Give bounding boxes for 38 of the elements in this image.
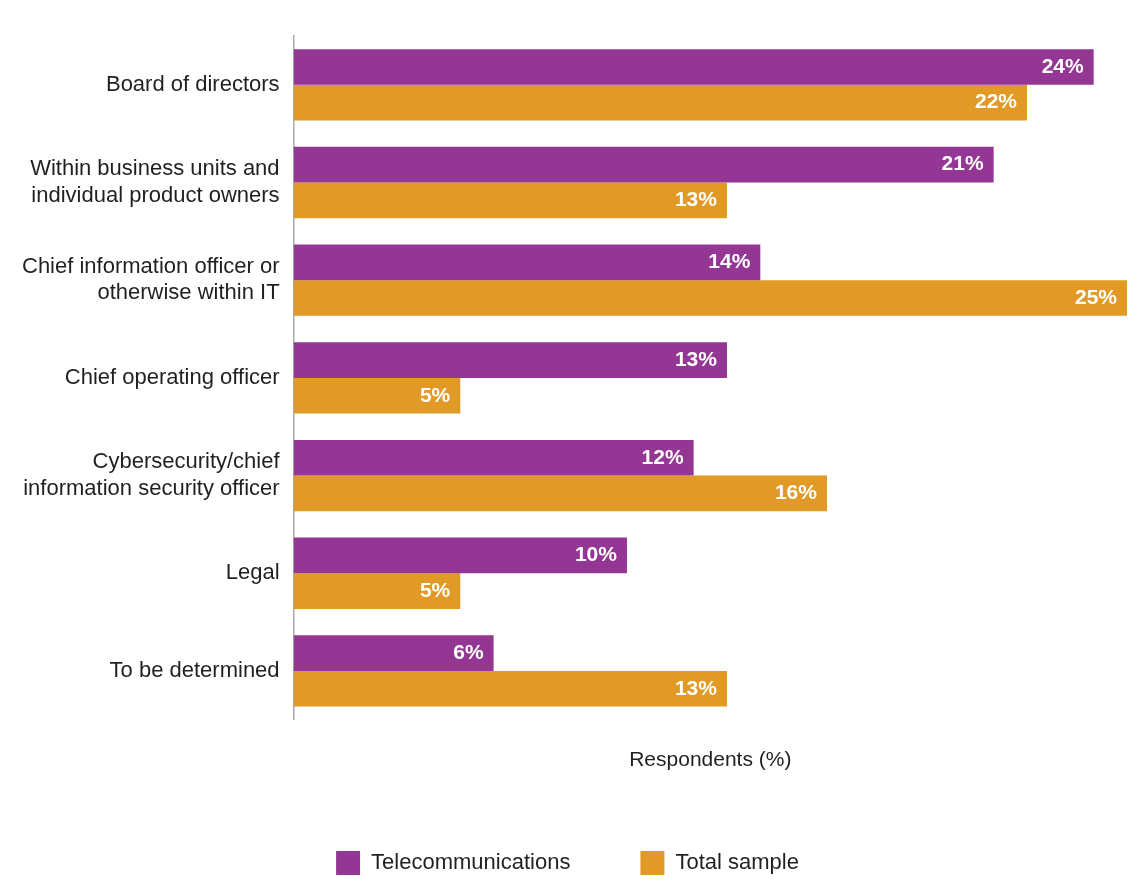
- y-tick-label: Legal: [225, 559, 280, 585]
- data-label: 12%: [641, 444, 684, 468]
- data-label: 25%: [1074, 284, 1118, 308]
- data-label: 6%: [453, 639, 484, 663]
- bar: [293, 49, 1094, 85]
- data-label: 13%: [674, 187, 718, 211]
- data-label: 13%: [674, 346, 718, 370]
- bar: [293, 573, 461, 609]
- bar: [293, 84, 1027, 121]
- x-axis-title: Respondents (%): [629, 747, 792, 771]
- bar: [293, 670, 727, 707]
- y-tick-label: Chief operating officer: [64, 363, 280, 389]
- bar: [293, 280, 1127, 316]
- bar: [293, 635, 494, 671]
- y-tick-label: Board of directors: [105, 70, 280, 96]
- data-label: 5%: [419, 577, 451, 601]
- bar: [293, 182, 727, 219]
- bar: [293, 244, 761, 281]
- data-label: 13%: [674, 675, 718, 699]
- data-label: 24%: [1041, 53, 1084, 77]
- bar: [293, 342, 727, 378]
- data-label: 5%: [419, 382, 451, 406]
- legend-label: Telecommunications: [371, 849, 571, 875]
- bar: [293, 537, 627, 574]
- y-tick-label: Within business units and individual product owners: [30, 155, 280, 207]
- y-tick-label: Cybersecurity/chief information security officer: [23, 448, 281, 500]
- bar: [293, 475, 827, 512]
- data-label: 16%: [774, 480, 818, 504]
- bar: [293, 439, 694, 476]
- y-tick-label: To be determined: [109, 657, 280, 683]
- data-label: 21%: [941, 151, 984, 175]
- legend-label: Total sample: [675, 849, 799, 875]
- data-label: 22%: [974, 89, 1018, 113]
- bar: [293, 377, 461, 414]
- bar: [293, 146, 994, 183]
- y-tick-label: Chief information officer or otherwise within IT: [21, 253, 280, 305]
- data-label: 14%: [708, 249, 751, 273]
- data-label: 10%: [574, 542, 618, 566]
